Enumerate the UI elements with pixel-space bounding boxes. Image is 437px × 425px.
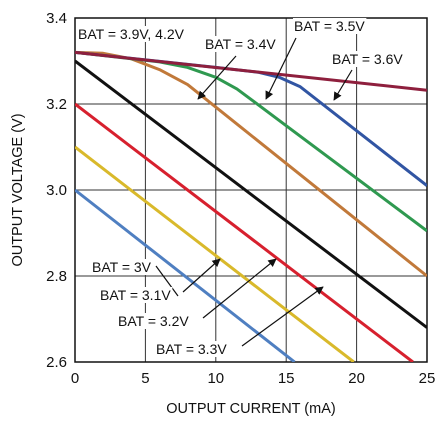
- annotation-label-background: [117, 313, 191, 329]
- annotations: BAT = 3.9V, 4.2V BAT = 3.5V BAT = 3.4V BAT …: [77, 18, 405, 357]
- annotation-label: BAT = 3.9V, 4.2V: [78, 26, 185, 42]
- x-axis-title: OUTPUT CURRENT (mA): [166, 401, 335, 417]
- series-line: [75, 59, 427, 329]
- annotation-label: BAT = 3.5V: [294, 18, 365, 34]
- annotation-arrow: [197, 55, 237, 100]
- annotation-arrow: [241, 286, 324, 347]
- y-axis-title: OUTPUT VOLTAGE (V): [10, 113, 26, 266]
- annotation-label-background: [293, 18, 367, 34]
- annotation-label: BAT = 3V: [92, 259, 152, 275]
- series-line: [75, 145, 355, 362]
- annotation-label-background: [204, 36, 278, 52]
- series-line: [75, 50, 427, 278]
- annotation-label-background: [155, 341, 229, 357]
- annotation-arrow: [265, 37, 297, 100]
- x-tick-label: 10: [207, 370, 224, 387]
- y-tick-label: 3.2: [46, 96, 67, 113]
- annotation-arrow: [333, 69, 353, 101]
- x-tick-label: 25: [419, 370, 436, 387]
- annotation-label-background: [331, 51, 405, 67]
- x-tick-label: 20: [348, 370, 365, 387]
- annotation-label-background: [77, 26, 186, 42]
- annotation-label-background: [99, 287, 173, 303]
- series-line: [75, 102, 414, 362]
- annotation-arrow: [182, 258, 221, 293]
- series-line: [75, 50, 427, 92]
- series-line: [75, 188, 296, 362]
- series-lines: [75, 50, 427, 362]
- annotation-label: BAT = 3.3V: [156, 341, 227, 357]
- x-tick-label: 5: [141, 370, 149, 387]
- y-tick-label: 3.0: [46, 182, 67, 199]
- y-tick-label: 2.6: [46, 354, 67, 371]
- annotation-arrow: [202, 258, 277, 319]
- annotation-label: BAT = 3.1V: [100, 287, 171, 303]
- y-tick-label: 2.8: [46, 268, 67, 285]
- series-line: [75, 50, 427, 233]
- annotation-label-background: [91, 259, 153, 275]
- x-tick-label: 0: [71, 370, 79, 387]
- annotation-arrow: [155, 265, 179, 297]
- annotation-label: BAT = 3.4V: [205, 36, 276, 52]
- annotation-label: BAT = 3.2V: [118, 313, 189, 329]
- y-tick-label: 3.4: [46, 10, 67, 27]
- tick-labels: 0 5 10 15 20 25 2.6 2.8 3.0 3.2 3.4: [46, 10, 435, 387]
- annotation-label: BAT = 3.6V: [332, 51, 403, 67]
- x-tick-label: 15: [278, 370, 295, 387]
